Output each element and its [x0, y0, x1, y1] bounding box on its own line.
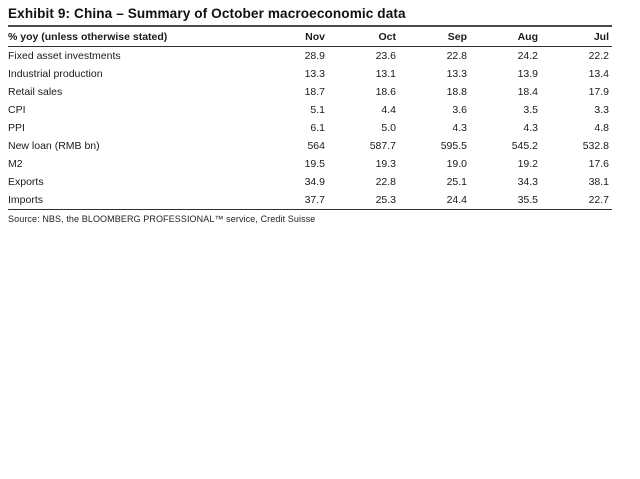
cell-nov: 13.3 — [304, 68, 325, 80]
cell-aug: 3.5 — [523, 104, 538, 116]
cell-sep: 4.3 — [452, 122, 467, 134]
cell-nov: 28.9 — [304, 50, 325, 62]
cell-aug: 24.2 — [517, 50, 538, 62]
row-label: New loan (RMB bn) — [8, 140, 100, 152]
cell-sep: 18.8 — [446, 86, 467, 98]
column-header-jul: Jul — [541, 27, 612, 47]
row-label: Exports — [8, 176, 44, 188]
cell-oct: 22.8 — [375, 176, 396, 188]
cell-oct: 587.7 — [369, 140, 396, 152]
cell-sep: 24.4 — [399, 191, 470, 210]
row-label: M2 — [8, 158, 23, 170]
cell-oct: 5.0 — [381, 122, 396, 134]
cell-oct: 4.4 — [381, 104, 396, 116]
table-row-exports: Exports 34.9 22.8 25.1 34.3 38.1 — [8, 173, 612, 191]
row-label: PPI — [8, 122, 25, 134]
row-label: CPI — [8, 104, 26, 116]
table-row-m2: M2 19.5 19.3 19.0 19.2 17.6 — [8, 155, 612, 173]
column-header-sep: Sep — [399, 27, 470, 47]
cell-sep: 25.1 — [446, 176, 467, 188]
column-header-units: % yoy (unless otherwise stated) — [8, 27, 257, 47]
cell-aug: 4.3 — [523, 122, 538, 134]
column-header-nov: Nov — [257, 27, 328, 47]
column-header-oct: Oct — [328, 27, 399, 47]
cell-jul: 532.8 — [582, 140, 609, 152]
row-label: Fixed asset investments — [8, 50, 121, 62]
source-note: Source: NBS, the BLOOMBERG PROFESSIONAL™… — [8, 214, 316, 224]
cell-aug: 34.3 — [517, 176, 538, 188]
cell-jul: 38.1 — [588, 176, 609, 188]
table-row-retail-sales: Retail sales 18.7 18.6 18.8 18.4 17.9 — [8, 83, 612, 101]
cell-aug: 35.5 — [470, 191, 541, 210]
cell-jul: 22.7 — [541, 191, 612, 210]
table-row-industrial-production: Industrial production 13.3 13.1 13.3 13.… — [8, 65, 612, 83]
cell-jul: 22.2 — [588, 50, 609, 62]
column-header-aug: Aug — [470, 27, 541, 47]
row-label: Retail sales — [8, 86, 63, 98]
cell-sep: 22.8 — [446, 50, 467, 62]
cell-oct: 13.1 — [375, 68, 396, 80]
macro-data-table: % yoy (unless otherwise stated) Nov Oct … — [8, 27, 612, 210]
cell-sep: 3.6 — [452, 104, 467, 116]
cell-oct: 23.6 — [375, 50, 396, 62]
header-row: % yoy (unless otherwise stated) Nov Oct … — [8, 27, 612, 47]
cell-sep: 595.5 — [440, 140, 467, 152]
cell-oct: 19.3 — [375, 158, 396, 170]
table-row-new-loan: New loan (RMB bn) 564 587.7 595.5 545.2 … — [8, 137, 612, 155]
table-row-fixed-asset-investments: Fixed asset investments 28.9 23.6 22.8 2… — [8, 47, 612, 66]
exhibit-title: Exhibit 9: China – Summary of October ma… — [8, 6, 612, 27]
cell-jul: 17.9 — [588, 86, 609, 98]
cell-oct: 18.6 — [375, 86, 396, 98]
cell-nov: 6.1 — [310, 122, 325, 134]
cell-jul: 3.3 — [594, 104, 609, 116]
cell-sep: 13.3 — [446, 68, 467, 80]
cell-sep: 19.0 — [446, 158, 467, 170]
cell-nov: 19.5 — [304, 158, 325, 170]
table-row-ppi: PPI 6.1 5.0 4.3 4.3 4.8 — [8, 119, 612, 137]
cell-nov: 37.7 — [257, 191, 328, 210]
cell-nov: 18.7 — [304, 86, 325, 98]
cell-aug: 19.2 — [517, 158, 538, 170]
cell-jul: 4.8 — [594, 122, 609, 134]
cell-aug: 18.4 — [517, 86, 538, 98]
row-label: Imports — [8, 191, 257, 210]
cell-aug: 545.2 — [511, 140, 538, 152]
row-label: Industrial production — [8, 68, 103, 80]
cell-oct: 25.3 — [328, 191, 399, 210]
table-row-imports: Imports 37.7 25.3 24.4 35.5 22.7 — [8, 191, 612, 210]
table-row-cpi: CPI 5.1 4.4 3.6 3.5 3.3 — [8, 101, 612, 119]
cell-jul: 17.6 — [588, 158, 609, 170]
cell-nov: 34.9 — [304, 176, 325, 188]
cell-nov: 564 — [307, 140, 325, 152]
cell-jul: 13.4 — [588, 68, 609, 80]
exhibit-block: Exhibit 9: China – Summary of October ma… — [8, 6, 612, 224]
cell-aug: 13.9 — [517, 68, 538, 80]
cell-nov: 5.1 — [310, 104, 325, 116]
